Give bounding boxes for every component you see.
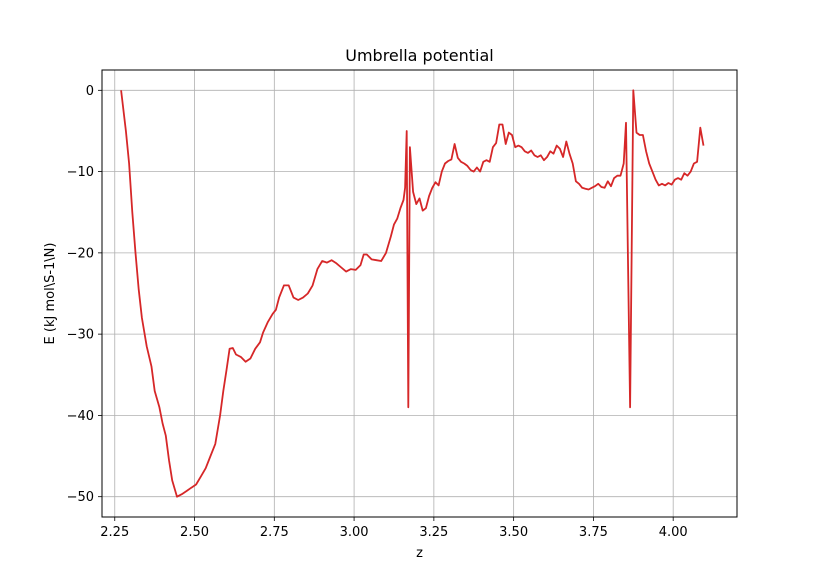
y-axis-ticks: 0 −10 −20 −30 −40 −50 [67,84,102,505]
y-axis-label: E (kJ mol\S-1\N) [43,243,58,345]
x-tick-label: 3.25 [419,525,448,540]
y-tick-label: 0 [86,84,94,99]
x-tick-label: 3.75 [579,525,608,540]
y-tick-label: −10 [67,165,94,180]
y-tick-label: −30 [67,328,94,343]
x-tick-label: 2.50 [180,525,209,540]
x-axis-ticks: 2.25 2.50 2.75 3.00 3.25 3.50 3.75 4.00 [100,517,688,540]
grid [102,70,737,517]
x-tick-label: 4.00 [659,525,688,540]
y-tick-label: −40 [67,409,94,424]
x-axis-label: z [416,546,423,561]
y-tick-label: −50 [67,490,94,505]
plot-area-frame [101,69,738,518]
series-line [120,89,705,498]
x-tick-label: 2.25 [100,525,129,540]
y-tick-label: −20 [67,246,94,261]
x-tick-label: 3.00 [340,525,369,540]
x-tick-label: 3.50 [499,525,528,540]
chart-title: Umbrella potential [345,46,493,65]
x-tick-label: 2.75 [260,525,289,540]
